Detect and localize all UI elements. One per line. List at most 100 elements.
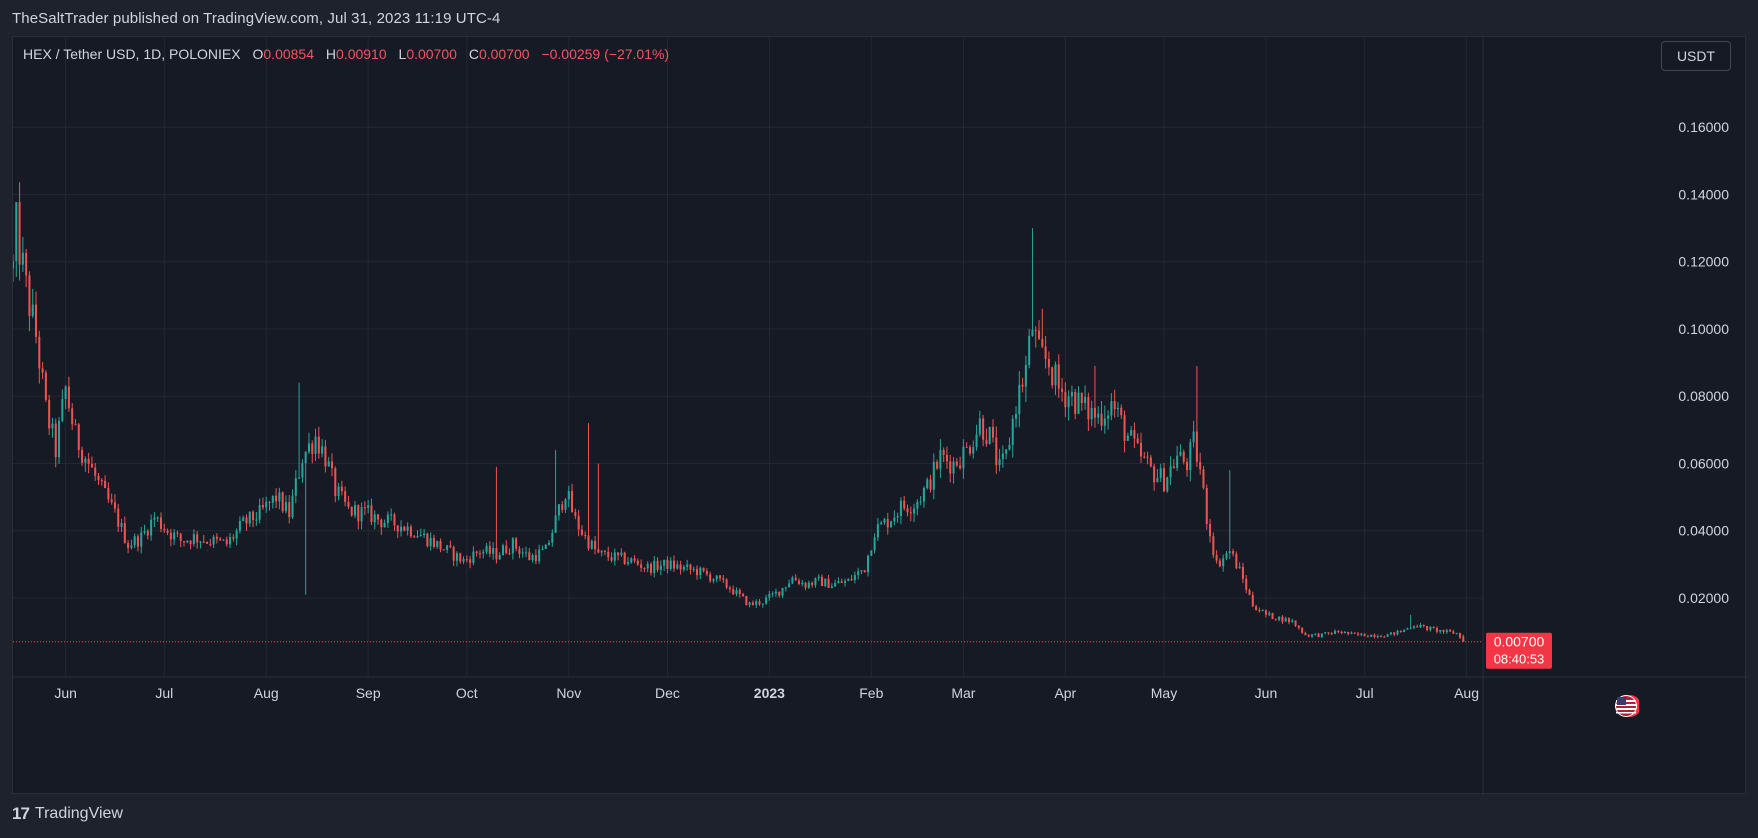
candle-body [1449, 630, 1452, 632]
candle-body [271, 495, 274, 503]
candle-body [653, 560, 656, 573]
candle-body [919, 501, 922, 503]
candle-body [1307, 635, 1310, 637]
candle-body [472, 551, 475, 564]
candle-body [1218, 560, 1221, 567]
candle-body [48, 399, 51, 429]
candle-body [682, 566, 685, 570]
candle-body [511, 538, 514, 554]
candle-body [1380, 636, 1383, 638]
candle-body [1442, 630, 1445, 633]
candle-body [413, 536, 416, 538]
chart-panel[interactable]: 0.16000 0.14000 0.12000 0.10000 0.08000 0.060… [12, 36, 1747, 795]
candle-body [1324, 632, 1327, 634]
candle-body [173, 532, 176, 540]
high-value: 0.00910 [336, 46, 387, 62]
candle-body [1103, 418, 1106, 426]
us-flag-icon[interactable] [1613, 693, 1639, 719]
candle-body [1376, 636, 1379, 638]
candle-body [676, 564, 679, 569]
candle-body [633, 558, 636, 561]
candle-body [853, 575, 856, 581]
candle-body [225, 539, 228, 545]
candle-body [636, 560, 639, 565]
candle-body [518, 548, 521, 554]
candle-body [77, 424, 80, 450]
candle-body [1370, 634, 1373, 637]
candle-body [1399, 630, 1402, 632]
candle-body [136, 536, 139, 547]
candle-body [1350, 632, 1353, 634]
candle-body [1139, 442, 1143, 457]
symbol-title[interactable]: HEX / Tether USD, 1D, POLONIEX [23, 46, 241, 62]
candle-body [1330, 633, 1333, 635]
candle-body [972, 447, 975, 454]
published-by-text: TheSaltTrader published on TradingView.c… [12, 10, 501, 27]
candle-body [166, 530, 169, 533]
candle-body [544, 544, 547, 549]
candle-body [1222, 558, 1225, 567]
candle-body [603, 550, 606, 552]
candle-body [143, 530, 146, 533]
candle-body [337, 486, 340, 496]
candle-body [567, 491, 570, 500]
candle-body [235, 530, 238, 539]
candle-body [876, 524, 879, 538]
tradingview-logo-icon: 17 [12, 804, 30, 823]
candle-body [1064, 391, 1067, 408]
candle-body [626, 562, 629, 564]
candle-body [485, 545, 488, 552]
candle-body [1051, 367, 1054, 386]
candle-body [926, 479, 929, 489]
candle-body [219, 538, 222, 541]
candle-body [995, 437, 998, 466]
candle-body [1337, 630, 1340, 632]
candlestick-chart[interactable]: 0.16000 0.14000 0.12000 0.10000 0.08000 0.060… [13, 37, 1747, 795]
currency-button[interactable]: USDT [1661, 41, 1731, 71]
candle-body [774, 591, 777, 594]
candle-body [347, 501, 350, 507]
candle-body [317, 436, 320, 454]
candle-body [571, 491, 574, 513]
candle-body [71, 408, 74, 425]
candle-body [1287, 618, 1290, 623]
x-tick-label: Nov [556, 685, 581, 701]
candle-body [554, 515, 557, 533]
candle-body [31, 304, 34, 316]
change-value: −0.00259 (−27.01%) [541, 46, 670, 62]
candle-body [222, 539, 225, 541]
candle-body [679, 564, 682, 570]
candle-body [38, 336, 41, 369]
candle-body [186, 540, 189, 543]
candle-body [1116, 407, 1119, 410]
candle-body [952, 461, 955, 474]
candle-body [765, 597, 768, 604]
candle-body [182, 541, 186, 543]
candle-body [959, 465, 962, 469]
candle-body [1422, 624, 1425, 626]
low-label: L [398, 46, 407, 62]
candle-body [607, 551, 610, 558]
candle-body [196, 534, 199, 543]
candle-body [321, 446, 324, 454]
candle-body [87, 458, 90, 464]
tradingview-logo[interactable]: 17 TradingView [12, 804, 123, 824]
candle-body [1028, 335, 1031, 366]
candle-body [301, 463, 304, 478]
candle-body [1297, 625, 1300, 628]
candle-body [755, 601, 758, 605]
candle-body [1409, 627, 1412, 629]
x-tick-label: Oct [456, 685, 478, 701]
last-candle-body [1462, 636, 1465, 642]
candle-body [1281, 616, 1284, 622]
candle-body [880, 522, 883, 525]
y-tick-label: 0.06000 [1678, 455, 1729, 471]
candle-body [1146, 456, 1149, 458]
candle-body [163, 528, 166, 531]
candle-body [117, 508, 120, 527]
open-label: O [252, 46, 264, 62]
candle-body [242, 517, 245, 521]
candle-body [978, 418, 981, 435]
close-value: 0.00700 [478, 46, 530, 62]
candle-body [922, 488, 925, 502]
